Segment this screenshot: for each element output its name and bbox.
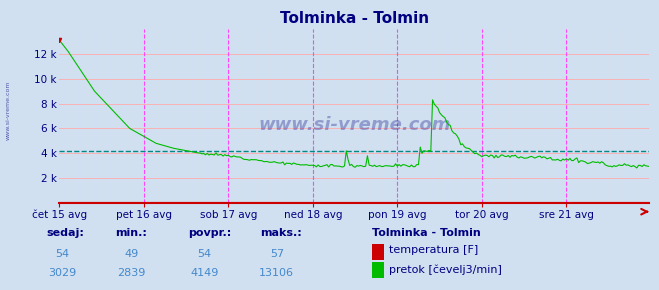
- Text: 54: 54: [55, 249, 70, 259]
- Text: 57: 57: [270, 249, 284, 259]
- Text: 54: 54: [197, 249, 212, 259]
- Text: www.si-vreme.com: www.si-vreme.com: [258, 116, 451, 134]
- Text: Tolminka - Tolmin: Tolminka - Tolmin: [372, 228, 481, 238]
- Text: 13106: 13106: [259, 268, 295, 278]
- Text: 49: 49: [125, 249, 139, 259]
- Text: 3029: 3029: [49, 268, 76, 278]
- Text: povpr.:: povpr.:: [188, 228, 231, 238]
- Text: maks.:: maks.:: [260, 228, 302, 238]
- Text: pretok [čevelj3/min]: pretok [čevelj3/min]: [389, 264, 501, 275]
- Text: sedaj:: sedaj:: [46, 228, 84, 238]
- Text: min.:: min.:: [115, 228, 147, 238]
- Text: temperatura [F]: temperatura [F]: [389, 245, 478, 255]
- Text: 2839: 2839: [117, 268, 146, 278]
- Text: 4149: 4149: [190, 268, 219, 278]
- Text: www.si-vreme.com: www.si-vreme.com: [5, 80, 11, 140]
- Title: Tolminka - Tolmin: Tolminka - Tolmin: [279, 11, 429, 26]
